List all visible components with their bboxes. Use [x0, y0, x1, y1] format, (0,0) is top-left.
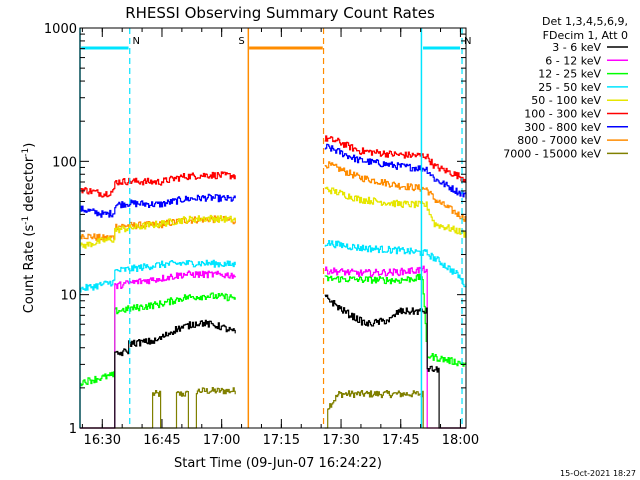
legend-label: 50 - 100 keV	[531, 94, 601, 107]
legend-label: 12 - 25 keV	[538, 68, 601, 81]
legend-label: 6 - 12 keV	[545, 54, 601, 67]
legend-label: 800 - 7000 keV	[517, 134, 601, 147]
x-tick-label: 16:45	[143, 433, 180, 448]
legend-header-detectors: Det 1,3,4,5,6,9,	[542, 15, 628, 28]
marker-label: N	[464, 36, 471, 47]
legend-label: 100 - 300 keV	[524, 108, 601, 121]
y-tick-label: 1000	[44, 22, 77, 37]
x-tick-label: 17:00	[203, 433, 240, 448]
plot-frame	[79, 27, 467, 429]
series-line	[80, 265, 466, 429]
legend-label: 25 - 50 keV	[538, 81, 601, 94]
x-axis: 16:30 16:45 17:00 17:15 17:30 17:45 18:00	[81, 28, 479, 448]
series-line	[80, 135, 467, 198]
y-tick-label: 10	[60, 289, 77, 304]
x-tick-label: 17:45	[382, 433, 419, 448]
legend-label: 300 - 800 keV	[524, 121, 601, 134]
legend-label: 3 - 6 keV	[552, 41, 601, 54]
legend-label: 7000 - 15000 keV	[503, 147, 601, 160]
series-line	[80, 143, 467, 218]
series-line	[80, 273, 467, 387]
marker-label: N	[133, 36, 140, 47]
y-axis-label: Count Rate (s-1 detector-1)	[21, 143, 37, 314]
plot-series-group	[80, 135, 467, 429]
chart-title: RHESSI Observing Summary Count Rates	[125, 4, 435, 22]
x-axis-label: Start Time (09-Jun-07 16:24:22)	[174, 456, 382, 471]
x-tick-label: 16:30	[84, 433, 121, 448]
legend: Det 1,3,4,5,6,9, FDecim 1, Att 0 3 - 6 k…	[503, 15, 628, 160]
series-line	[80, 186, 467, 249]
x-tick-label: 17:30	[322, 433, 359, 448]
series-line	[80, 240, 467, 293]
x-tick-label: 17:15	[263, 433, 300, 448]
y-tick-label: 100	[52, 155, 77, 170]
y-tick-label: 1	[69, 422, 77, 437]
footer-timestamp: 15-Oct-2021 18:27	[560, 469, 636, 478]
y-axis: 1 10 100 1000	[44, 22, 466, 437]
series-line	[80, 294, 466, 429]
x-tick-label: 18:00	[442, 433, 479, 448]
legend-header-attenuator: FDecim 1, Att 0	[543, 29, 628, 42]
marker-label: S	[238, 36, 244, 47]
